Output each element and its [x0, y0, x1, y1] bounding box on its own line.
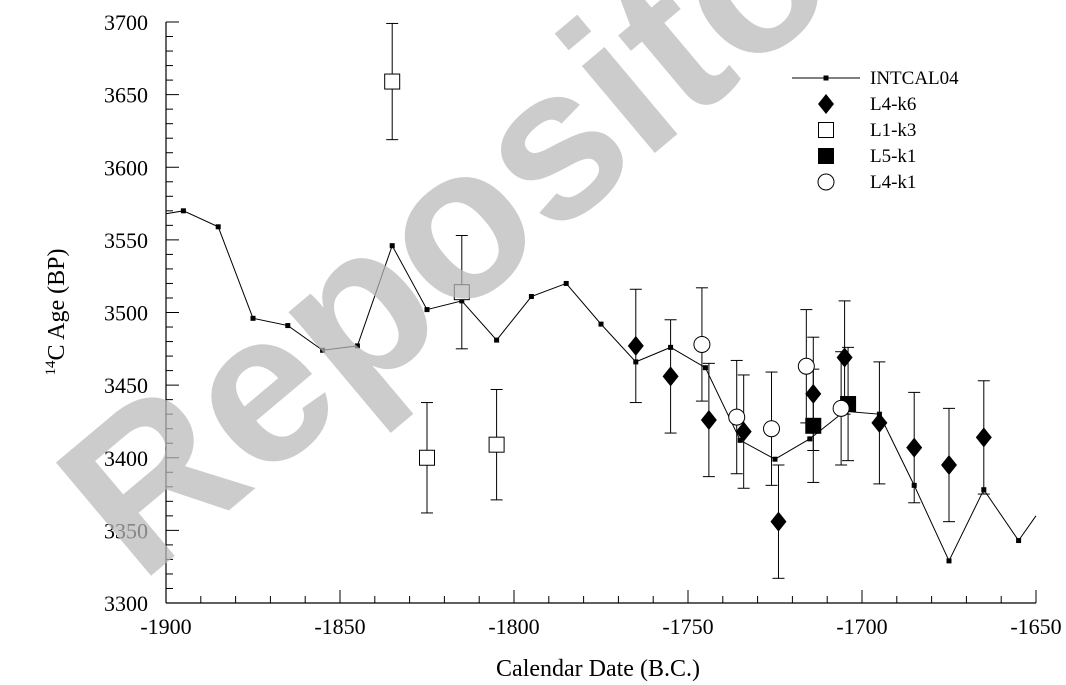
l4-k6-point: [906, 437, 923, 458]
legend-item-l1-k3: L1-k3: [818, 120, 916, 141]
l4-k6-point: [871, 412, 888, 433]
y-tick-label: 3300: [104, 591, 148, 616]
intcal04-point: [946, 558, 952, 564]
l1-k3-point: [488, 436, 505, 453]
l5-k1-point: [805, 417, 822, 434]
intcal04-point: [702, 365, 708, 371]
intcal04-point: [528, 294, 534, 300]
l1-k3-point: [453, 284, 470, 301]
y-tick-label: 3550: [104, 228, 148, 253]
intcal04-point: [424, 307, 430, 313]
legend-label: INTCAL04: [870, 68, 959, 89]
legend-marker: [823, 75, 829, 81]
intcal04-point: [215, 224, 221, 230]
l4-k6-point: [836, 347, 853, 368]
plot-area: [165, 22, 1037, 579]
l1-k3-point: [384, 73, 401, 90]
y-axis-title-main: C Age (BP): [44, 248, 70, 360]
intcal04-point: [285, 323, 291, 329]
y-tick-label: 3350: [104, 518, 148, 543]
x-tick-label: -1900: [140, 614, 191, 639]
l4-k1-point: [763, 420, 781, 438]
series-l4-k1: [693, 287, 850, 486]
series-l4-k6: [627, 288, 992, 579]
axes: 3300 3350 3400 3450 3500 3550 3600 3650 3700 -190…: [104, 10, 1062, 639]
legend-item-l5-k1: L5-k1: [818, 146, 916, 167]
intcal04-point: [772, 456, 778, 462]
y-tick-label: 3400: [104, 446, 148, 471]
y-tick-label: 3600: [104, 155, 148, 180]
x-tick-label: -1800: [488, 614, 539, 639]
y-tick-label: 3500: [104, 301, 148, 326]
legend-item-intcal04: INTCAL04: [792, 68, 959, 89]
intcal04-point: [494, 337, 500, 343]
legend-item-l4-k1: L4-k1: [817, 172, 916, 193]
series-l1-k3: [384, 22, 505, 514]
legend: INTCAL04 L4-k6 L1-k3 L5-k1 L4-k1: [792, 68, 959, 193]
intcal04-point: [563, 280, 569, 286]
intcal04-point: [598, 321, 604, 327]
legend-label: L4-k6: [870, 94, 916, 115]
l4-k1-point: [693, 335, 711, 353]
legend-item-l4-k6: L4-k6: [818, 94, 916, 115]
l4-k6-point: [662, 366, 679, 387]
intcal04-point: [180, 208, 186, 214]
l4-k6-point: [700, 409, 717, 430]
l4-k1-point: [797, 357, 815, 375]
legend-label: L1-k3: [870, 120, 916, 141]
y-tick-label: 3700: [104, 10, 148, 35]
l4-k6-point: [770, 511, 787, 532]
legend-marker: [818, 122, 834, 138]
intcal04-point: [737, 437, 743, 443]
y-axis-title: 14C Age (BP): [43, 248, 70, 375]
x-tick-label: -1850: [314, 614, 365, 639]
y-tick-label: 3650: [104, 83, 148, 108]
intcal04-point: [250, 315, 256, 321]
l4-k6-point: [735, 421, 752, 442]
y-tick-label: 3450: [104, 373, 148, 398]
intcal04-point: [1016, 538, 1022, 544]
x-axis-title: Calendar Date (B.C.): [496, 656, 700, 682]
x-tick-label: -1700: [836, 614, 887, 639]
legend-marker: [817, 173, 835, 191]
l4-k6-point: [975, 427, 992, 448]
l4-k1-point: [728, 408, 746, 426]
intcal04-point: [807, 436, 813, 442]
y-axis-title-superscript: 14: [43, 360, 59, 376]
legend-marker: [818, 148, 834, 164]
legend-label: L4-k1: [870, 172, 916, 193]
legend-marker: [818, 94, 834, 114]
x-tick-label: -1750: [662, 614, 713, 639]
l4-k6-point: [941, 455, 957, 476]
l4-k6-point: [627, 335, 644, 356]
intcal04-point: [389, 243, 395, 249]
l4-k1-point: [832, 399, 850, 417]
l1-k3-point: [419, 449, 435, 466]
legend-label: L5-k1: [870, 146, 916, 167]
intcal04-point: [320, 347, 326, 353]
intcal04-point: [354, 343, 360, 349]
x-tick-label: -1650: [1010, 614, 1061, 639]
